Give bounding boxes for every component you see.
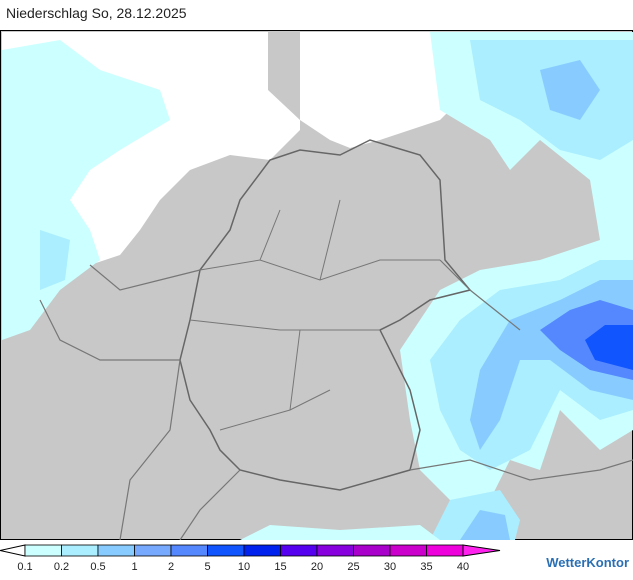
- legend-swatch: [0, 544, 26, 557]
- legend-swatch: [97, 544, 135, 557]
- legend-swatch: [243, 544, 281, 557]
- legend-tick-label: 15: [274, 561, 286, 573]
- legend-swatch: [462, 544, 501, 557]
- legend-tick-label: 2: [168, 561, 174, 573]
- legend-tick-label: 0.2: [54, 561, 69, 573]
- legend-swatch: [316, 544, 354, 557]
- legend-swatch: [353, 544, 391, 557]
- legend-tick-label: 35: [420, 561, 432, 573]
- precip: [460, 510, 510, 540]
- legend-tick-label: 0.5: [90, 561, 105, 573]
- legend-swatch: [134, 544, 172, 557]
- legend-tick-label: 25: [347, 561, 359, 573]
- legend-swatch: [280, 544, 318, 557]
- legend: 0.1 0.2 0.5 1 2 5 10 15 20 25 30 35 40: [0, 544, 501, 573]
- map-title: Niederschlag So, 28.12.2025: [6, 5, 187, 21]
- legend-swatch: [207, 544, 245, 557]
- precip: [585, 325, 633, 370]
- legend-swatch: [389, 544, 427, 557]
- legend-tick-label: 5: [204, 561, 210, 573]
- precip: [40, 230, 70, 290]
- country-border: [39, 259, 633, 540]
- legend-swatch: [426, 544, 464, 557]
- legend-swatch: [170, 544, 208, 557]
- legend-tick-label: 10: [238, 561, 250, 573]
- legend-swatch: [24, 544, 62, 557]
- precip-light: [240, 525, 440, 540]
- legend-swatch: [61, 544, 99, 557]
- brand-logo: WetterKontor: [546, 555, 629, 570]
- precip: [540, 60, 600, 120]
- precipitation-map: [0, 30, 633, 540]
- state-border: [189, 199, 440, 431]
- legend-tick-label: 0.1: [17, 561, 32, 573]
- country-border: [179, 139, 472, 491]
- legend-tick-label: 20: [311, 561, 323, 573]
- legend-tick-label: 30: [384, 561, 396, 573]
- legend-tick-label: 40: [457, 561, 469, 573]
- legend-tick-label: 1: [131, 561, 137, 573]
